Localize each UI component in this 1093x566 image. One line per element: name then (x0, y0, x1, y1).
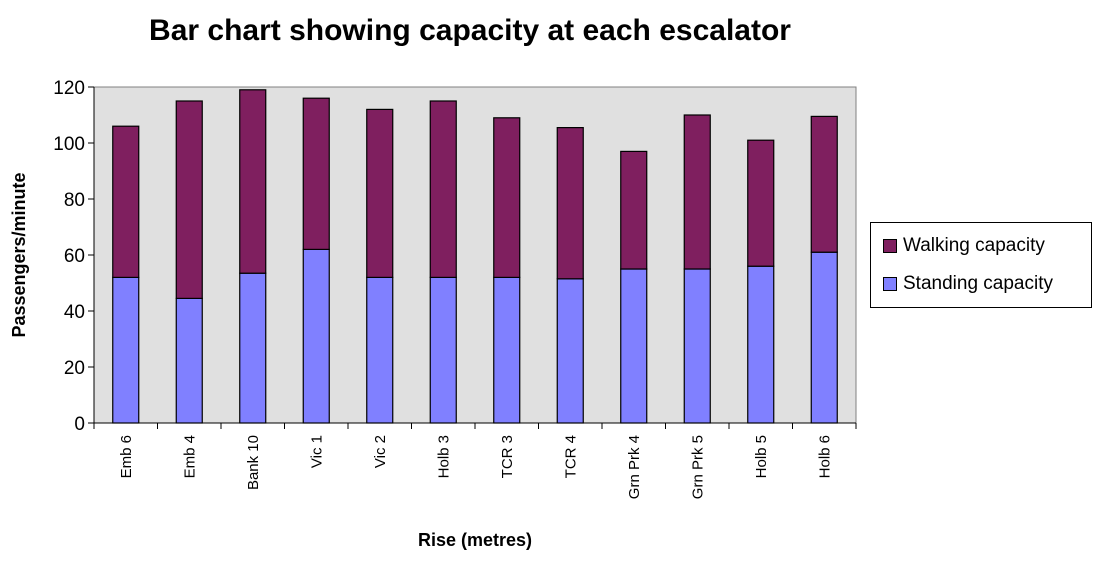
x-tick-label: Vic 1 (308, 435, 325, 468)
y-tick-label: 120 (53, 78, 85, 99)
bar-walking (302, 97, 330, 250)
x-tick-label: Holb 3 (435, 435, 452, 478)
legend: Walking capacity Standing capacity (870, 222, 1092, 308)
y-tick-label: 80 (64, 190, 85, 211)
bar-standing (366, 276, 394, 424)
y-tick-label: 100 (53, 134, 85, 155)
bar-standing (239, 272, 267, 424)
x-tick-label: Holb 5 (753, 435, 770, 478)
bar-walking (747, 139, 775, 267)
bar-standing (302, 248, 330, 424)
x-tick-label: Grn Prk 4 (626, 435, 643, 499)
legend-swatch-standing (883, 277, 897, 291)
bar-walking (175, 100, 203, 299)
y-axis-label: Passengers/minute (9, 172, 29, 337)
bar-walking (683, 114, 711, 270)
bar-standing (112, 276, 140, 424)
x-tick-label: TCR 4 (562, 435, 579, 478)
x-axis-label: Rise (metres) (418, 530, 532, 550)
bar-standing (493, 276, 521, 424)
legend-item-standing: Standing capacity (883, 273, 1053, 295)
bar-walking (556, 126, 584, 280)
bar-standing (429, 276, 457, 424)
plot-area (93, 86, 857, 424)
x-tick-label: Emb 6 (118, 435, 135, 478)
x-tick-label: Grn Prk 5 (689, 435, 706, 499)
bar-standing (683, 268, 711, 424)
bar-walking (493, 117, 521, 279)
bar-walking (810, 115, 838, 253)
bar-standing (810, 251, 838, 424)
bars (112, 89, 838, 424)
legend-label-walking: Walking capacity (903, 235, 1045, 256)
y-tick-label: 60 (64, 246, 85, 267)
bar-standing (175, 297, 203, 424)
x-tick-label: Holb 6 (816, 435, 833, 478)
bar-standing (620, 268, 648, 424)
y-tick-label: 20 (64, 358, 85, 379)
x-tick-label: Emb 4 (181, 435, 198, 478)
y-tick-label: 0 (74, 414, 85, 435)
bar-walking (239, 89, 267, 274)
bar-walking (429, 100, 457, 278)
chart-title: Bar chart showing capacity at each escal… (149, 14, 791, 47)
bar-standing (747, 265, 775, 424)
legend-swatch-walking (883, 239, 897, 253)
bar-standing (556, 278, 584, 424)
legend-label-standing: Standing capacity (903, 273, 1053, 294)
y-tick-label: 40 (64, 302, 85, 323)
bar-walking (112, 125, 140, 278)
legend-item-walking: Walking capacity (883, 235, 1045, 257)
x-tick-label: Bank 10 (245, 435, 262, 490)
x-tick-label: TCR 3 (499, 435, 516, 478)
bar-walking (366, 108, 394, 279)
x-tick-label: Vic 2 (372, 435, 389, 468)
x-axis: Emb 6 Emb 4 Bank 10 Vic 1 Vic 2 Holb 3 TCR 3 TC… (93, 422, 857, 499)
bar-walking (620, 150, 648, 270)
y-axis: 0 20 40 60 80 100 120 (53, 78, 95, 435)
